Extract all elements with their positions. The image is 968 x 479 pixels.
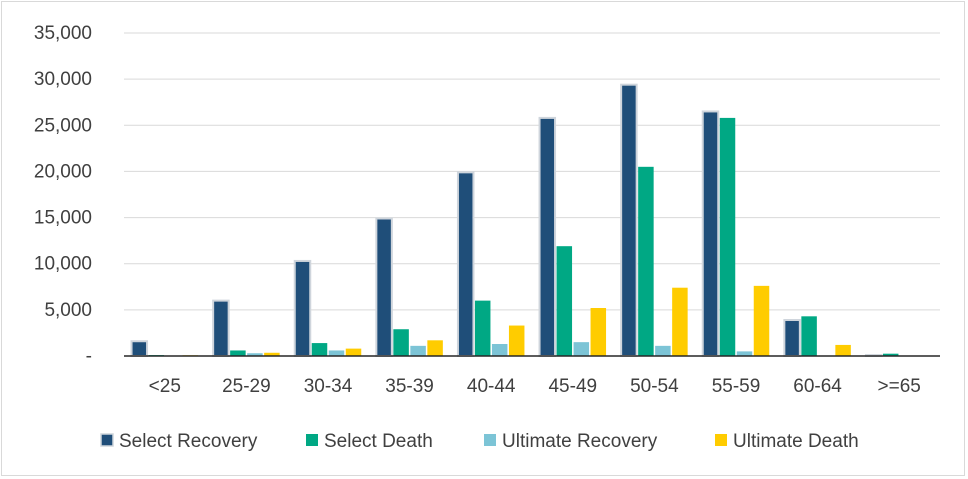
- y-tick-label: 15,000: [34, 208, 92, 229]
- bar-select-recovery-8: [783, 319, 801, 358]
- y-tick-label: 20,000: [34, 161, 92, 182]
- bar-select-recovery-7: [701, 110, 720, 357]
- bar-ultimate-recovery-6: [655, 345, 671, 356]
- bar-select-death-7: [719, 117, 736, 356]
- bar-ultimate-death-7: [753, 285, 770, 356]
- y-tick-label: 25,000: [34, 115, 92, 136]
- x-tick-label: >=65: [878, 376, 921, 397]
- bar-select-death-6: [638, 166, 654, 356]
- x-tick-label: 35-39: [385, 376, 434, 397]
- x-tick-label: 55-59: [712, 376, 761, 397]
- x-tick-label: <25: [149, 376, 181, 397]
- gridlines: [124, 32, 940, 311]
- legend-swatch: [306, 434, 318, 446]
- legend-label: Select Death: [324, 431, 433, 452]
- x-tick-label: 60-64: [793, 376, 842, 397]
- bar-select-recovery-2: [293, 259, 312, 357]
- x-tick-label: 50-54: [630, 376, 679, 397]
- y-tick-label: 10,000: [34, 254, 92, 275]
- bars: [130, 83, 933, 358]
- bar-ultimate-death-4: [508, 325, 525, 356]
- bar-select-death-1: [230, 350, 246, 356]
- bar-ultimate-recovery-1: [247, 353, 263, 356]
- bar-select-death-2: [311, 343, 328, 356]
- bar-ultimate-recovery-4: [491, 344, 508, 356]
- y-tick-label: 5,000: [44, 300, 92, 321]
- bar-select-death-4: [474, 300, 491, 356]
- legend: Select Recovery Select Death Ultimate Reco…: [100, 431, 859, 452]
- bar-select-recovery-4: [456, 171, 475, 357]
- bar-ultimate-death-8: [835, 344, 851, 356]
- bar-select-recovery-0: [130, 340, 149, 357]
- bar-ultimate-recovery-3: [410, 345, 426, 356]
- bar-ultimate-death-5: [590, 308, 607, 356]
- bar-select-recovery-1: [212, 299, 230, 357]
- bar-ultimate-death-2: [345, 348, 362, 356]
- y-tick-label: -: [86, 346, 92, 367]
- bar-select-recovery-3: [375, 217, 393, 357]
- legend-label: Select Recovery: [119, 431, 258, 452]
- x-tick-label: 30-34: [304, 376, 353, 397]
- bar-select-recovery-5: [538, 116, 557, 357]
- legend-label: Ultimate Recovery: [502, 431, 658, 452]
- legend-label: Ultimate Death: [733, 431, 859, 452]
- y-tick-label: 35,000: [34, 23, 92, 44]
- y-tick-label: 30,000: [34, 69, 92, 90]
- x-axis-ticks: <25 25-29 30-34 35-39 40-44 45-49 50-54 55-59 60…: [149, 376, 921, 397]
- bar-ultimate-death-6: [672, 287, 688, 356]
- y-axis-ticks: - 5,000 10,000 15,000 20,000 25,000 30,000 35,0…: [34, 23, 92, 367]
- bar-select-death-9: [882, 353, 899, 356]
- bar-select-death-5: [556, 246, 573, 356]
- bar-ultimate-recovery-5: [573, 342, 590, 356]
- bar-select-recovery-6: [620, 83, 638, 358]
- legend-swatch: [100, 433, 114, 447]
- bar-ultimate-death-1: [264, 352, 280, 356]
- bar-ultimate-recovery-2: [328, 350, 345, 356]
- bar-ultimate-recovery-7: [736, 351, 753, 356]
- x-tick-label: 45-49: [548, 376, 597, 397]
- bar-ultimate-death-3: [427, 340, 443, 356]
- x-tick-label: 40-44: [467, 376, 516, 397]
- bar-select-death-3: [393, 329, 409, 356]
- bar-select-death-8: [801, 316, 817, 356]
- legend-swatch: [484, 434, 496, 446]
- x-tick-label: 25-29: [222, 376, 271, 397]
- legend-swatch: [715, 434, 727, 446]
